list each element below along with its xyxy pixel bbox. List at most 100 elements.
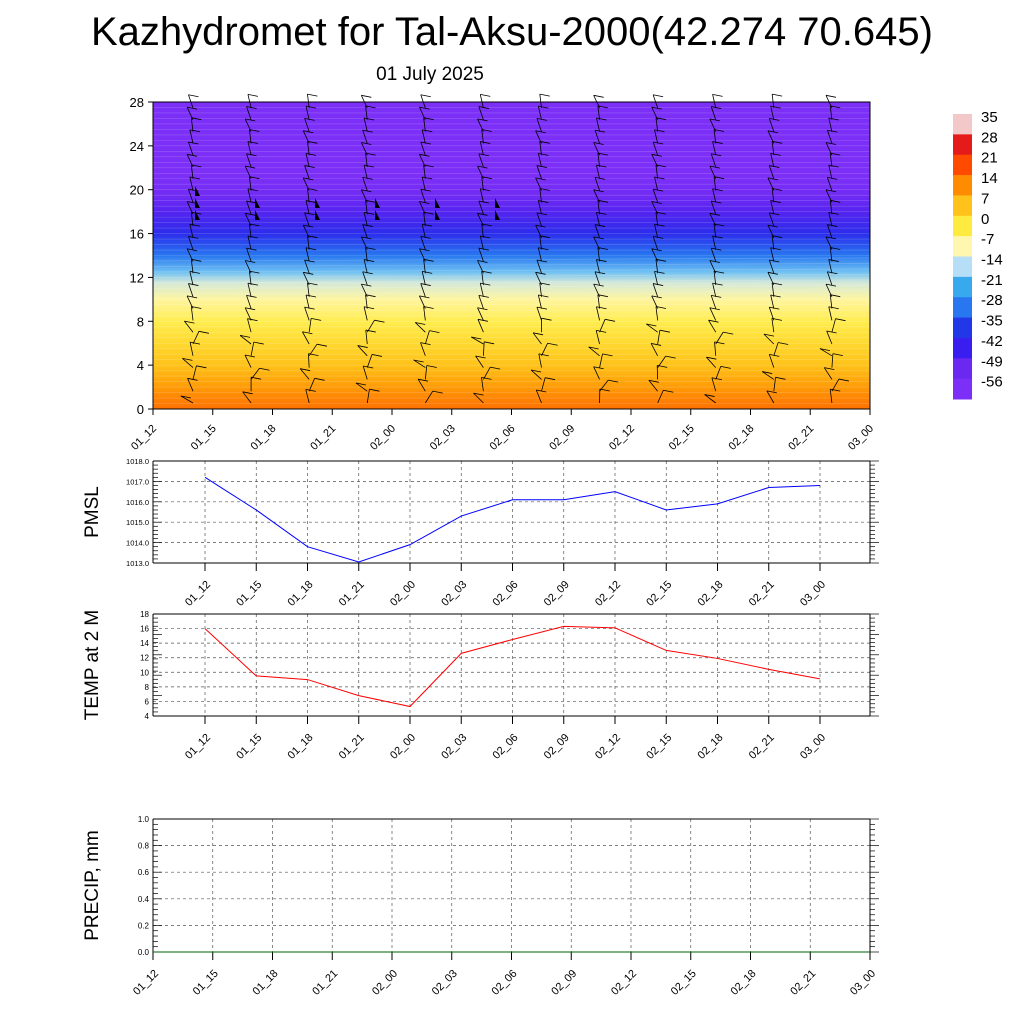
wind-barb-feather (828, 259, 839, 262)
temperature-contour (152, 263, 871, 267)
wind-barb-staff (365, 247, 368, 262)
wind-barb-feather (535, 224, 546, 228)
wind-barb-staff (829, 389, 833, 404)
wind-barb-feather (604, 318, 616, 322)
wind-barb-staff (360, 189, 368, 203)
wind-barb-feather (422, 176, 433, 180)
wind-barb-staff (421, 271, 426, 286)
temperature-contour (152, 274, 871, 278)
wind-barb-staff (829, 105, 833, 120)
wind-barb-staff (190, 306, 194, 321)
wind-barb-staff (715, 366, 722, 380)
wind-barb-feather (767, 224, 778, 228)
wind-barb-staff (771, 235, 775, 250)
wind-pennant (375, 198, 380, 208)
wind-barb-staff (654, 271, 659, 286)
wind-barb-feather (709, 212, 720, 216)
wind-barb-staff (247, 235, 252, 250)
wind-barb-feather (835, 318, 846, 322)
precip-x-tick-label: 01_18 (251, 968, 281, 998)
wind-barb-feather (597, 294, 608, 298)
heatmap-x-tick-label: 01_21 (308, 423, 338, 453)
wind-barb-staff (826, 130, 833, 144)
wind-barb-staff (302, 130, 310, 144)
wind-barb-staff (594, 271, 600, 286)
wind-barb-staff (365, 153, 368, 168)
wind-barb-staff (535, 224, 542, 238)
wind-barb-staff (189, 224, 194, 238)
wind-barb-feather (478, 247, 489, 251)
wind-barb-staff (242, 391, 252, 404)
wind-barb-staff (655, 212, 659, 227)
wind-barb-feather (198, 330, 209, 334)
colorbar-swatch (953, 134, 972, 156)
temp-2m-y-tick-label: 6 (145, 697, 150, 706)
wind-barb-feather (191, 164, 202, 168)
wind-barb-staff (712, 235, 717, 250)
wind-barb-feather (825, 189, 837, 193)
temperature-contour (152, 290, 871, 295)
wind-barb-staff (478, 153, 484, 168)
heatmap-y-tick-label: 16 (130, 227, 144, 242)
temp-2m-y-tick-label: 14 (140, 639, 149, 648)
wind-barb-staff (304, 165, 310, 179)
pmsl-x-tick-label: 02_09 (542, 579, 572, 609)
wind-barb-feather (655, 306, 667, 309)
wind-barb-feather (770, 152, 781, 156)
wind-barb-staff (302, 272, 310, 286)
wind-barb-staff (596, 306, 600, 321)
wind-barb-staff (536, 212, 542, 227)
wind-barb-feather (423, 164, 434, 168)
wind-barb-feather (712, 188, 723, 192)
wind-barb-feather (305, 389, 316, 392)
wind-barb-feather (593, 189, 604, 193)
wind-barb-staff (593, 189, 600, 203)
wind-barb-staff (307, 141, 310, 156)
precip-x-tick-label: 02_09 (549, 968, 579, 998)
wind-barb-feather (770, 247, 781, 251)
temp-2m-y-tick-label: 16 (140, 625, 149, 634)
wind-barb-staff (308, 353, 310, 368)
wind-barb-staff (538, 353, 542, 368)
pmsl-y-tick-label: 1014.0 (126, 539, 149, 548)
heatmap-x-tick-label: 02_09 (547, 423, 577, 453)
wind-barb-staff (366, 319, 375, 333)
wind-barb-staff (423, 306, 426, 321)
wind-barb-staff (767, 272, 775, 286)
wind-barb-feather (825, 142, 837, 145)
wind-barb-feather (772, 140, 783, 144)
wind-barb-staff (599, 353, 603, 368)
wind-barb-staff (305, 200, 310, 215)
wind-barb-feather (247, 318, 258, 322)
wind-barb-feather (188, 283, 199, 286)
wind-barb-staff (829, 294, 833, 309)
wind-barb-staff (250, 367, 260, 380)
wind-barb-feather (541, 317, 552, 321)
temperature-heatmap-fill (153, 102, 870, 409)
wind-barb-staff (713, 223, 717, 238)
wind-barb-staff (419, 106, 426, 120)
wind-barb-feather (363, 365, 374, 369)
colorbar-label: -49 (981, 353, 1003, 370)
wind-barb-staff (657, 330, 661, 345)
colorbar-label: -14 (981, 252, 1003, 269)
wind-barb-feather (828, 306, 839, 310)
wind-barb-feather (772, 93, 783, 97)
wind-barb-feather (767, 130, 778, 134)
temp-2m-x-tick-label: 01_15 (234, 732, 264, 762)
wind-barb-feather (712, 93, 723, 97)
colorbar-swatch (953, 317, 972, 339)
wind-barb-feather (713, 270, 725, 274)
wind-barb-staff (308, 343, 318, 357)
wind-barb-staff (307, 282, 310, 297)
temp-2m-x-tick-label: 02_03 (439, 732, 469, 762)
wind-barb-feather (189, 176, 200, 180)
wind-barb-staff (655, 259, 659, 274)
wind-barb-feather (711, 377, 722, 381)
temp-2m-x-tick-label: 02_06 (491, 732, 521, 762)
wind-barb-feather (713, 223, 725, 227)
wind-barb-staff (363, 117, 368, 132)
wind-barb-staff (655, 117, 659, 132)
wind-barb-feather (490, 366, 501, 370)
wind-barb-feather (539, 282, 550, 286)
